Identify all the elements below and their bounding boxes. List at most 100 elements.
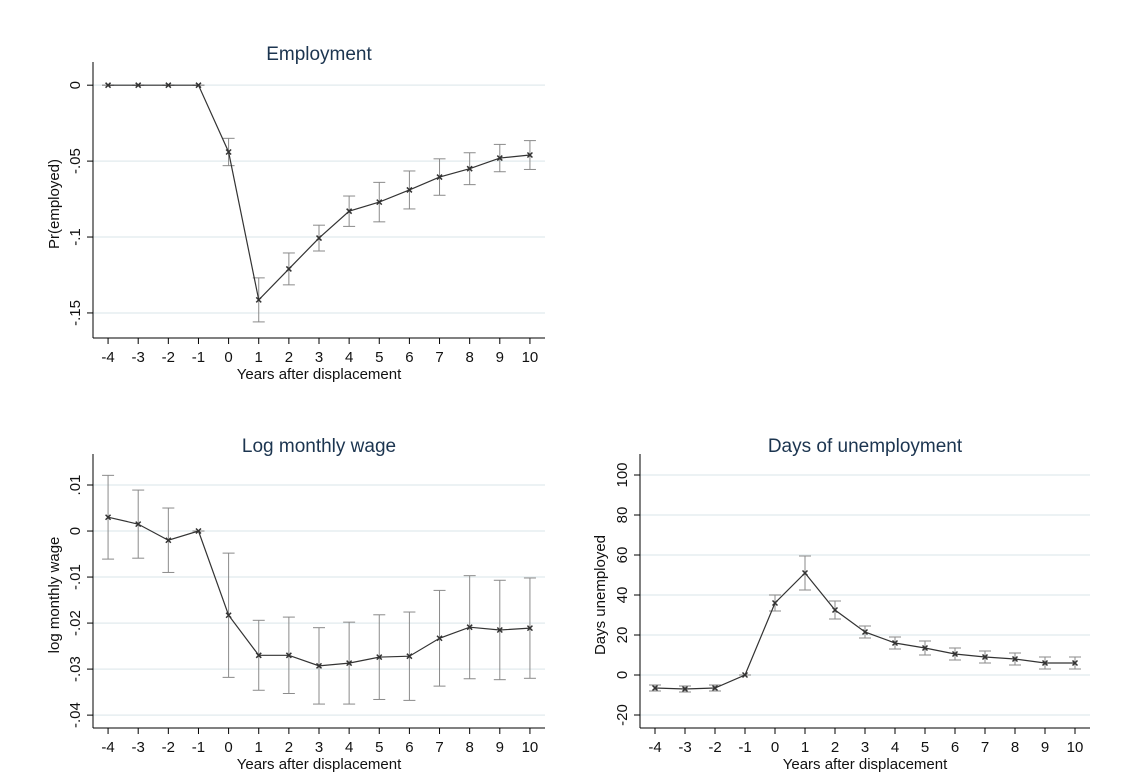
marker: [681, 685, 689, 693]
y-tick-label: -.04: [67, 702, 84, 728]
y-tick-label: 0: [67, 81, 84, 89]
x-tick-label: -4: [648, 739, 661, 756]
y-tick-label: -.03: [67, 656, 84, 682]
x-tick-label: 0: [224, 349, 232, 366]
marker: [406, 653, 413, 660]
marker: [285, 652, 292, 659]
x-tick-label: -1: [192, 349, 205, 366]
marker: [165, 82, 172, 89]
x-tick-label: 0: [771, 739, 779, 756]
y-axis-label: Pr(employed): [46, 159, 63, 249]
x-tick-label: 3: [315, 349, 323, 366]
y-tick-label: 0: [67, 527, 84, 535]
marker: [135, 82, 142, 89]
marker: [831, 606, 839, 614]
x-tick-label: 10: [522, 349, 539, 366]
marker: [1011, 655, 1019, 663]
x-tick-label: -3: [132, 739, 145, 756]
x-tick-label: 9: [496, 349, 504, 366]
marker: [921, 644, 929, 652]
marker: [711, 684, 719, 692]
x-tick-label: 3: [315, 739, 323, 756]
x-tick-label: 10: [1067, 739, 1084, 756]
x-tick-label: 9: [496, 739, 504, 756]
x-tick-label: 9: [1041, 739, 1049, 756]
chart-title: Employment: [266, 44, 372, 65]
marker: [526, 625, 533, 632]
y-tick-label: 0: [614, 671, 631, 679]
x-tick-label: 5: [375, 349, 383, 366]
y-axis-label: log monthly wage: [46, 537, 63, 654]
chart-title: Log monthly wage: [242, 436, 396, 457]
x-axis-label: Years after displacement: [237, 756, 402, 773]
marker: [105, 82, 112, 89]
marker: [1041, 659, 1049, 667]
x-tick-label: -4: [101, 349, 114, 366]
marker: [436, 635, 443, 642]
marker: [315, 235, 323, 242]
marker: [1071, 659, 1079, 667]
line: [108, 84, 530, 302]
y-axis-label: Days unemployed: [592, 535, 609, 655]
marker: [651, 684, 659, 692]
y-tick-label: 40: [614, 587, 631, 604]
y-tick-label: .01: [67, 475, 84, 496]
x-tick-label: -1: [738, 739, 751, 756]
marker: [436, 174, 443, 181]
marker: [376, 654, 383, 661]
y-tick-label: -.1: [67, 228, 84, 246]
y-tick-label: -.01: [67, 564, 84, 590]
x-tick-label: -2: [162, 739, 175, 756]
x-tick-label: 6: [405, 739, 413, 756]
marker: [255, 652, 262, 659]
marker: [496, 155, 503, 162]
x-tick-label: 3: [861, 739, 869, 756]
marker: [406, 186, 413, 193]
marker: [801, 569, 809, 577]
marker: [105, 514, 112, 521]
x-tick-label: -3: [678, 739, 691, 756]
y-tick-label: -.15: [67, 300, 84, 326]
x-tick-label: 7: [435, 739, 443, 756]
marker: [285, 265, 292, 272]
marker: [891, 639, 899, 647]
marker: [376, 199, 383, 206]
x-tick-label: 2: [285, 349, 293, 366]
x-tick-label: 4: [345, 739, 353, 756]
x-tick-label: 1: [255, 349, 263, 366]
x-tick-label: 4: [345, 349, 353, 366]
x-tick-label: -4: [101, 739, 114, 756]
x-tick-label: 5: [375, 739, 383, 756]
x-tick-label: 1: [255, 739, 263, 756]
x-tick-label: 7: [981, 739, 989, 756]
y-tick-label: 80: [614, 507, 631, 524]
marker: [225, 612, 232, 619]
y-tick-label: -.05: [67, 148, 84, 174]
marker: [771, 599, 779, 607]
y-tick-label: -.02: [67, 610, 84, 636]
y-tick-label: 60: [614, 547, 631, 564]
x-tick-label: 10: [522, 739, 539, 756]
marker: [346, 208, 353, 215]
x-axis-label: Years after displacement: [783, 756, 948, 773]
marker: [466, 165, 473, 172]
x-tick-label: 7: [435, 349, 443, 366]
marker: [526, 152, 533, 159]
marker: [315, 662, 323, 669]
marker: [135, 521, 142, 528]
x-tick-label: 8: [1011, 739, 1019, 756]
x-tick-label: 6: [405, 349, 413, 366]
marker: [951, 650, 959, 658]
x-tick-label: -2: [708, 739, 721, 756]
y-tick-label: 20: [614, 627, 631, 644]
marker: [861, 628, 869, 636]
marker: [346, 660, 353, 667]
x-tick-label: -2: [162, 349, 175, 366]
x-tick-label: 1: [801, 739, 809, 756]
x-tick-label: 0: [224, 739, 232, 756]
marker: [466, 624, 473, 631]
x-tick-label: 8: [465, 349, 473, 366]
x-tick-label: 4: [891, 739, 899, 756]
x-tick-label: -1: [192, 739, 205, 756]
